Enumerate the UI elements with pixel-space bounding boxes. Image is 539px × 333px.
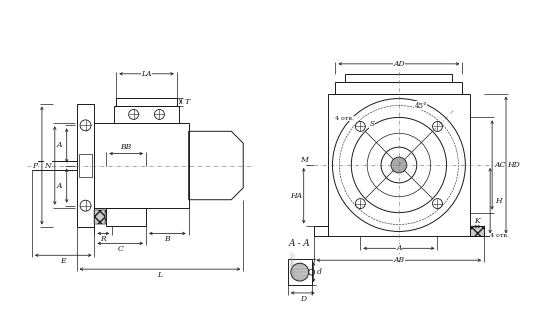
Text: A: A <box>57 181 63 189</box>
Circle shape <box>391 157 407 173</box>
Text: K: K <box>474 216 480 224</box>
Bar <box>96 210 106 223</box>
Text: 45°: 45° <box>414 102 427 110</box>
Bar <box>94 123 189 208</box>
Text: H: H <box>495 197 501 205</box>
Text: S: S <box>370 121 375 129</box>
Bar <box>79 154 93 177</box>
Bar <box>116 98 177 106</box>
Text: AC: AC <box>494 161 506 169</box>
Text: A: A <box>396 244 402 252</box>
Text: C: C <box>118 245 123 253</box>
Text: N: N <box>45 162 51 169</box>
Text: B: B <box>164 235 170 243</box>
Text: A: A <box>57 142 63 150</box>
Bar <box>335 82 462 94</box>
Bar <box>106 208 146 225</box>
Text: E: E <box>60 257 66 265</box>
Text: BB: BB <box>121 143 132 151</box>
Text: R: R <box>100 235 106 243</box>
Text: AB: AB <box>393 256 404 264</box>
Bar <box>471 226 484 236</box>
Text: 4 отв.: 4 отв. <box>335 116 354 121</box>
Bar <box>345 74 452 82</box>
Bar <box>114 106 179 123</box>
Text: HA: HA <box>290 192 302 200</box>
Bar <box>314 226 328 236</box>
Text: L: L <box>157 271 162 279</box>
Text: AD: AD <box>393 60 405 68</box>
Text: d: d <box>317 268 322 276</box>
Text: LA: LA <box>141 70 152 78</box>
Text: HD: HD <box>508 161 520 169</box>
Text: 4 отв.: 4 отв. <box>490 233 509 238</box>
Circle shape <box>291 263 309 281</box>
Bar <box>328 94 471 236</box>
Text: M: M <box>300 156 308 164</box>
Bar <box>471 226 484 236</box>
Text: T: T <box>185 98 190 106</box>
Bar <box>77 104 94 227</box>
Text: P: P <box>32 162 38 169</box>
Text: A - A: A - A <box>289 239 310 248</box>
Text: D: D <box>300 295 306 303</box>
Bar <box>94 210 106 223</box>
Bar <box>288 259 312 285</box>
